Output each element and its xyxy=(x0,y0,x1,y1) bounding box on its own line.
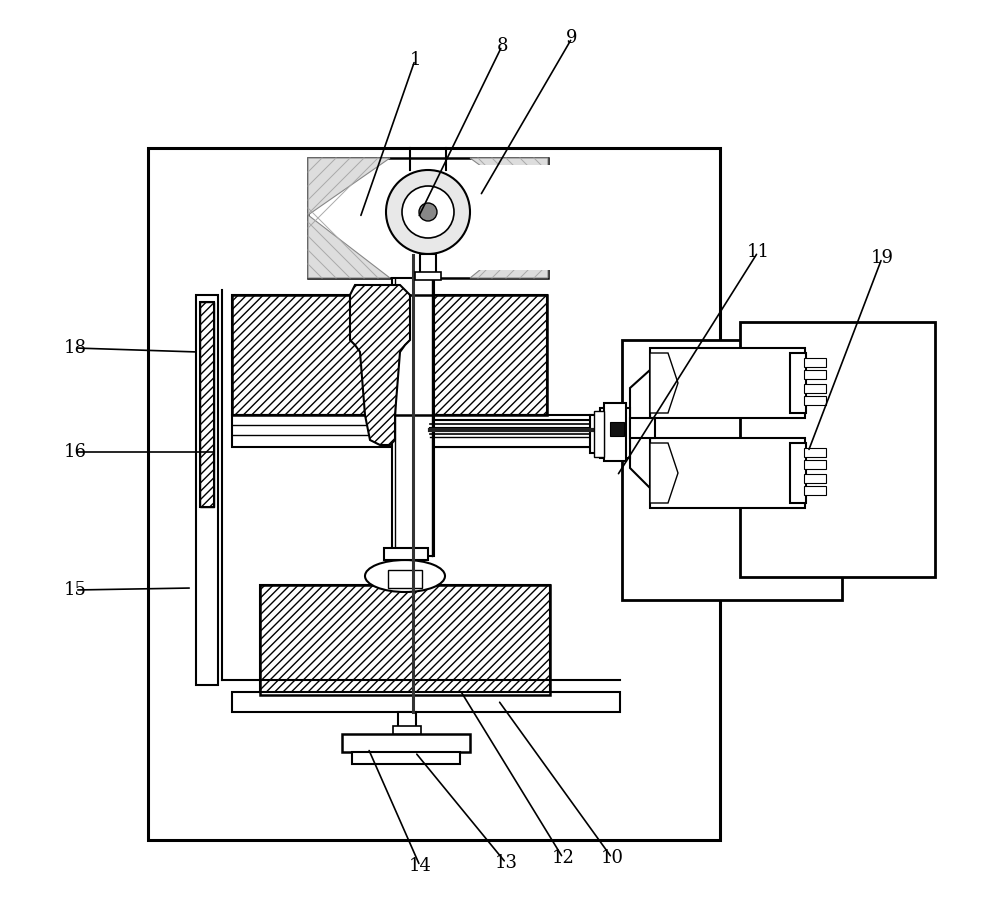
Polygon shape xyxy=(470,158,548,215)
Text: 10: 10 xyxy=(600,849,624,867)
Bar xyxy=(590,415,604,453)
Bar xyxy=(196,295,218,685)
Bar xyxy=(395,555,417,587)
Bar xyxy=(630,418,655,438)
Bar xyxy=(232,295,547,415)
Ellipse shape xyxy=(365,560,445,592)
Bar xyxy=(420,254,436,278)
Text: 16: 16 xyxy=(64,443,87,461)
Polygon shape xyxy=(350,285,410,445)
Bar xyxy=(385,165,571,270)
Bar xyxy=(384,548,428,560)
Bar xyxy=(342,734,470,752)
Bar xyxy=(398,712,416,734)
Bar xyxy=(148,148,720,840)
Polygon shape xyxy=(470,215,548,278)
Text: 18: 18 xyxy=(64,339,87,357)
Bar xyxy=(388,570,422,588)
Bar xyxy=(260,585,550,695)
Text: 11: 11 xyxy=(746,243,770,261)
Bar xyxy=(393,726,421,734)
Polygon shape xyxy=(650,443,678,503)
Bar xyxy=(804,474,826,483)
Polygon shape xyxy=(650,353,678,413)
Bar xyxy=(804,358,826,367)
Bar xyxy=(594,411,604,457)
Bar xyxy=(804,370,826,379)
Bar xyxy=(650,438,805,508)
Bar xyxy=(804,460,826,469)
Polygon shape xyxy=(308,215,390,278)
Bar xyxy=(790,443,806,503)
Bar xyxy=(232,692,620,712)
Polygon shape xyxy=(630,370,650,488)
Text: 13: 13 xyxy=(494,854,518,872)
Bar xyxy=(308,158,548,278)
Text: 19: 19 xyxy=(870,249,894,267)
Bar xyxy=(804,448,826,457)
Bar xyxy=(650,348,805,418)
Bar xyxy=(392,278,434,556)
Text: 14: 14 xyxy=(409,857,431,875)
Circle shape xyxy=(386,170,470,254)
Text: 15: 15 xyxy=(64,581,86,599)
Polygon shape xyxy=(308,158,390,215)
Text: 1: 1 xyxy=(409,51,421,69)
Text: 12: 12 xyxy=(552,849,574,867)
Bar xyxy=(600,408,630,458)
Bar xyxy=(232,415,622,447)
Bar xyxy=(804,396,826,405)
Text: 8: 8 xyxy=(496,37,508,55)
Bar xyxy=(804,384,826,393)
Bar xyxy=(260,585,550,695)
Bar xyxy=(804,486,826,495)
Bar xyxy=(232,295,547,415)
Bar xyxy=(352,752,460,764)
Text: 9: 9 xyxy=(566,29,578,47)
Circle shape xyxy=(402,186,454,238)
Bar xyxy=(430,420,605,447)
Bar xyxy=(200,302,214,507)
Bar xyxy=(415,272,441,280)
Bar xyxy=(790,353,806,413)
Bar xyxy=(200,302,214,507)
Bar xyxy=(604,403,626,461)
Circle shape xyxy=(419,203,437,221)
Bar xyxy=(610,422,624,436)
Bar xyxy=(740,322,935,577)
Bar xyxy=(622,340,842,600)
